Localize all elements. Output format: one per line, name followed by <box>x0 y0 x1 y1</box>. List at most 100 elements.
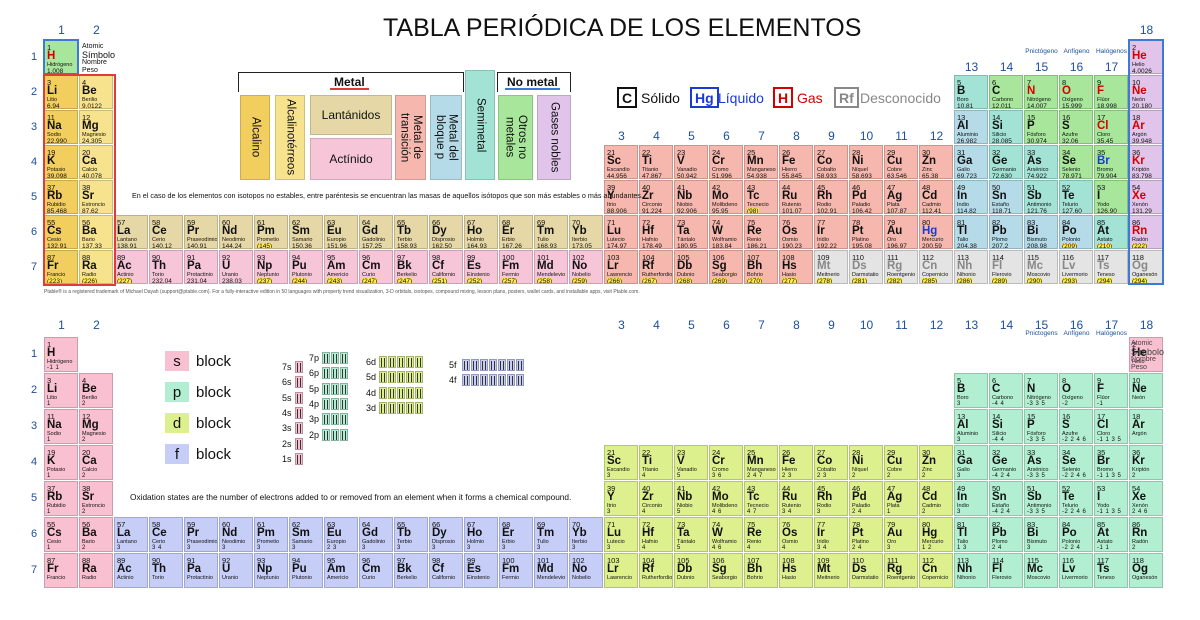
group-label: 7 <box>758 129 765 143</box>
period-label: 7 <box>31 261 38 273</box>
element-symbol: Pm <box>257 527 275 539</box>
element-cell: 80 Hg Mercurio 200,59 <box>919 215 953 249</box>
element-cell: 91 Pa Protactinio 231,04 <box>184 250 218 284</box>
element-symbol: Pt <box>852 527 864 539</box>
element-name: Helio <box>1132 62 1145 68</box>
element-symbol: Og <box>1132 260 1148 272</box>
element-name: Holmio <box>467 539 485 545</box>
family-label: Anfígeno <box>1063 330 1090 337</box>
element-cell: 51 Sb Antimonio 121,76 <box>1024 180 1058 214</box>
orbital-box <box>480 359 488 371</box>
element-symbol: As <box>1027 155 1042 167</box>
atomic-mass: 24,305 <box>82 138 102 144</box>
element-cell: 50 Sn Estaño -4 2 4 <box>989 481 1023 516</box>
element-symbol: Sc <box>607 155 622 167</box>
electron-down <box>345 384 346 394</box>
element-cell: 29 Cu Cobre 2 <box>884 445 918 480</box>
atomic-mass: (251) <box>432 278 448 284</box>
atomic-number: 54 <box>1132 484 1141 493</box>
atomic-mass: 164,93 <box>467 243 487 249</box>
element-cell: 90 Th Torio <box>149 553 183 588</box>
orbital-box <box>295 437 303 450</box>
electron-up <box>297 363 298 372</box>
element-symbol: U <box>222 260 231 272</box>
orbital-box <box>322 413 330 426</box>
element-name: Oxígeno <box>1062 395 1083 401</box>
group-label: 17 <box>1104 60 1119 74</box>
element-cell: 42 Mo Molibdeno 95,95 <box>709 180 743 214</box>
atomic-mass: (244) <box>292 278 308 284</box>
element-cell: 92 U Uranio <box>219 553 253 588</box>
element-symbol: Pt <box>852 225 864 237</box>
electron-down <box>476 376 477 386</box>
period-label: 2 <box>31 86 38 98</box>
element-symbol: Ge <box>992 155 1008 167</box>
orbital-label: 2s <box>282 438 292 449</box>
oxidation-states: 5 <box>677 545 681 551</box>
element-symbol: Pr <box>187 225 200 237</box>
element-name: Yodo <box>1097 202 1110 208</box>
element-cell: 91 Pa Protactinio <box>184 553 218 588</box>
orbital-box <box>340 352 348 364</box>
atomic-number: 112 <box>922 556 934 565</box>
element-name: Seaborgio <box>712 272 738 278</box>
element-name: Americio <box>327 575 349 581</box>
oxidation-states: 4 <box>747 545 751 551</box>
orbital-box <box>406 401 414 414</box>
atomic-number: 30 <box>922 148 931 157</box>
atomic-mass: (290) <box>1027 278 1043 284</box>
element-name: Helio <box>1132 359 1145 365</box>
element-symbol: Pa <box>187 260 202 272</box>
electron-down <box>300 454 301 464</box>
element-symbol: Au <box>887 225 903 237</box>
element-name: Teneso <box>1097 272 1115 278</box>
atomic-number: 11 <box>47 113 55 122</box>
atomic-number: 52 <box>1062 484 1071 493</box>
element-cell: 85 At Astato (210) <box>1094 215 1128 249</box>
atomic-mass: 55,845 <box>782 173 802 179</box>
atomic-number: 41 <box>677 484 686 493</box>
atomic-mass: (281) <box>852 278 868 284</box>
element-name: Rodio <box>817 202 832 208</box>
atomic-mass: 192,22 <box>817 243 837 249</box>
electron-down <box>327 369 328 379</box>
element-name: Silicio <box>992 132 1007 138</box>
atomic-number: 114 <box>992 556 1004 565</box>
atomic-mass: 12,011 <box>992 103 1012 109</box>
electron-up <box>324 430 325 440</box>
element-symbol: Es <box>467 563 482 575</box>
state-symbol: H <box>773 87 794 108</box>
legend-category: Semimetal <box>465 70 495 180</box>
electron-down <box>384 403 385 413</box>
element-name: Berilio <box>82 97 98 103</box>
element-name: Oganesón <box>1132 575 1158 581</box>
element-name: Litio <box>47 395 58 401</box>
element-symbol: Sc <box>607 455 622 467</box>
atomic-number: 1 <box>47 43 52 52</box>
atomic-mass: 132,91 <box>47 243 67 249</box>
electron-down <box>300 378 301 388</box>
oxidation-states: -2 <box>1062 401 1069 407</box>
element-name: Polonio <box>1062 237 1081 243</box>
atomic-number: 54 <box>1132 183 1141 192</box>
element-symbol: Dy <box>432 225 447 237</box>
atomic-number: 3 <box>47 78 52 87</box>
atomic-number: 117 <box>1097 556 1109 565</box>
element-name: Terbio <box>397 237 412 243</box>
atomic-number: 77 <box>817 520 826 529</box>
group-label: 5 <box>688 129 695 143</box>
electron-down <box>327 354 328 363</box>
element-symbol: Yb <box>572 527 587 539</box>
element-symbol: Fm <box>502 563 520 575</box>
electron-up <box>491 376 492 386</box>
element-cell: 113 Nh Nihonio <box>954 553 988 588</box>
element-symbol: Li <box>47 383 58 395</box>
element-cell: 51 Sb Antimonio -3 3 5 <box>1024 481 1058 516</box>
state-symbol: Rf <box>834 87 859 108</box>
electron-down <box>393 358 394 367</box>
atomic-number: 70 <box>572 218 581 227</box>
element-symbol: Nh <box>957 563 973 575</box>
orbital-box <box>331 367 339 380</box>
electron-up <box>390 373 391 383</box>
element-symbol: Rb <box>47 491 63 503</box>
